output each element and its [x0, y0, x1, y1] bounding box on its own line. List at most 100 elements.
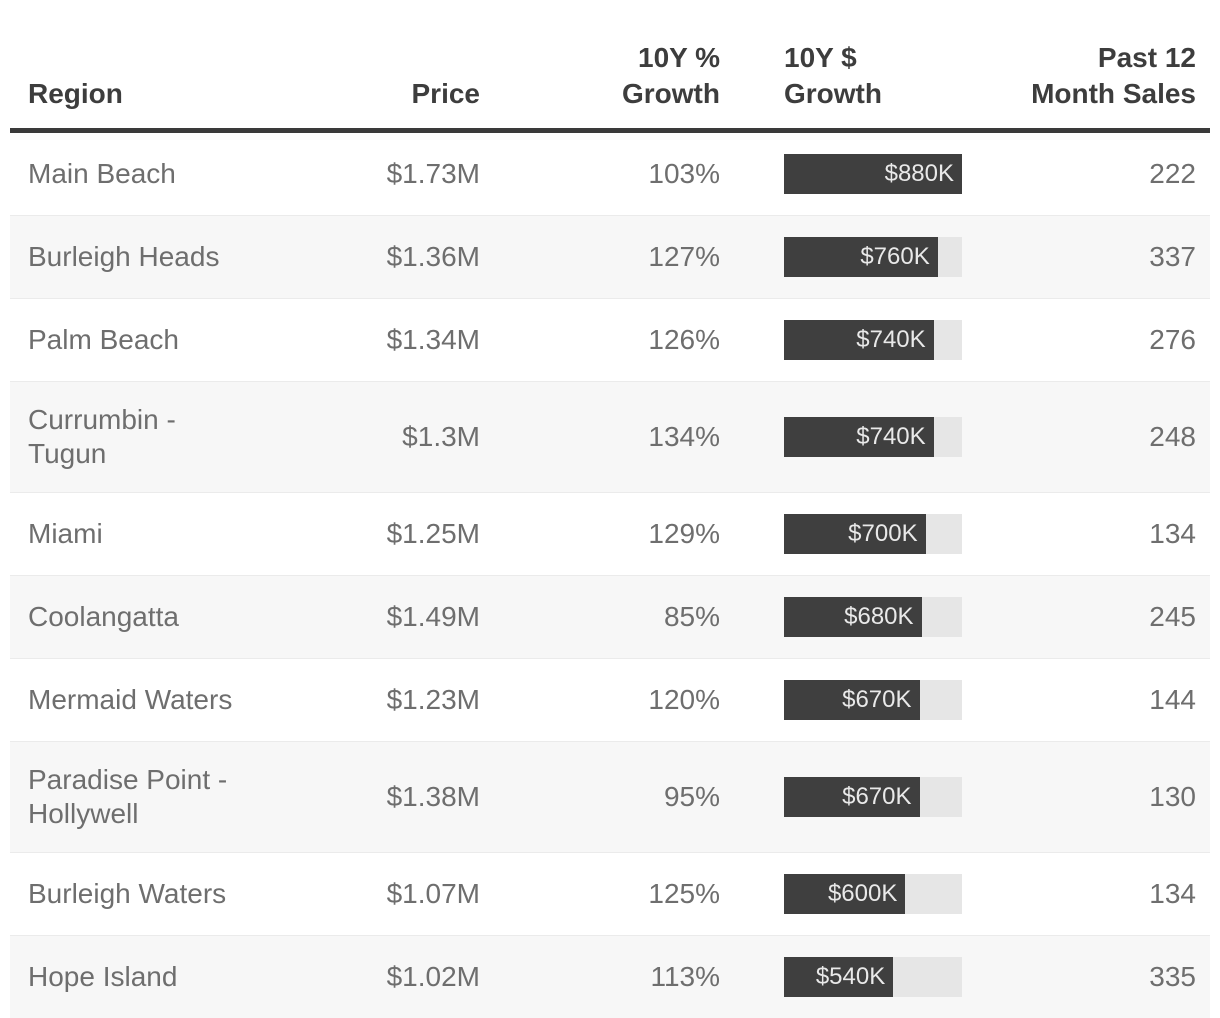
pct-growth-cell: 126% — [648, 324, 720, 355]
regions-table: Region Price 10Y % Growth 10Y $ Growth P… — [10, 0, 1210, 1018]
dollar-growth-cell: $740K — [720, 320, 962, 360]
dollar-growth-cell: $670K — [720, 680, 962, 720]
growth-bar-value-label: $670K — [842, 783, 912, 810]
price-cell: $1.49M — [386, 601, 480, 632]
dollar-growth-cell: $600K — [720, 874, 962, 914]
sales-cell: 276 — [1149, 324, 1196, 355]
growth-bar-fill: $540K — [784, 957, 894, 997]
column-header-past-12-month-sales: Past 12 Month Sales — [1031, 42, 1196, 109]
growth-bar-value-label: $540K — [815, 963, 886, 990]
table-row: Burleigh Heads $1.36M 127% $760K 337 — [10, 215, 1210, 298]
growth-bar-fill: $740K — [784, 417, 934, 457]
growth-bar-track: $760K — [784, 237, 962, 277]
table-row: Main Beach $1.73M 103% $880K 222 — [10, 133, 1210, 215]
price-cell: $1.25M — [386, 518, 480, 549]
growth-bar-track: $880K — [784, 154, 962, 194]
price-cell: $1.02M — [386, 961, 480, 992]
region-cell: Mermaid Waters — [10, 683, 310, 717]
growth-bar-value-label: $740K — [856, 423, 926, 450]
region-cell: Currumbin - Tugun — [10, 403, 310, 471]
price-cell: $1.07M — [386, 878, 480, 909]
dollar-growth-cell: $680K — [720, 597, 962, 637]
table-body: Main Beach $1.73M 103% $880K 222 Burleig… — [10, 133, 1210, 1018]
table-row: Currumbin - Tugun $1.3M 134% $740K 248 — [10, 381, 1210, 492]
growth-bar-track: $740K — [784, 320, 962, 360]
dollar-growth-cell: $880K — [720, 154, 962, 194]
region-name: Currumbin - Tugun — [28, 404, 176, 469]
price-cell: $1.3M — [402, 421, 480, 452]
region-name: Burleigh Waters — [28, 878, 227, 909]
pct-growth-cell: 113% — [650, 961, 720, 992]
region-name: Burleigh Heads — [28, 241, 220, 272]
sales-cell: 335 — [1149, 961, 1196, 992]
pct-growth-cell: 95% — [663, 781, 720, 812]
region-cell: Burleigh Heads — [10, 240, 310, 274]
column-header-10y-dollar-growth: 10Y $ Growth — [784, 42, 882, 109]
dollar-growth-cell: $700K — [720, 514, 962, 554]
table-row: Coolangatta $1.49M 85% $680K 245 — [10, 575, 1210, 658]
region-cell: Burleigh Waters — [10, 877, 310, 911]
table-row: Miami $1.25M 129% $700K 134 — [10, 492, 1210, 575]
table-row: Mermaid Waters $1.23M 120% $670K 144 — [10, 658, 1210, 741]
dollar-growth-cell: $670K — [720, 777, 962, 817]
growth-bar-fill: $670K — [784, 680, 920, 720]
region-name: Palm Beach — [28, 324, 179, 355]
region-name: Miami — [28, 518, 103, 549]
sales-cell: 144 — [1149, 684, 1196, 715]
price-cell: $1.73M — [386, 158, 480, 189]
price-cell: $1.23M — [386, 684, 480, 715]
growth-bar-value-label: $760K — [860, 243, 930, 270]
region-cell: Palm Beach — [10, 323, 310, 357]
region-name: Mermaid Waters — [28, 684, 233, 715]
sales-cell: 222 — [1149, 158, 1196, 189]
sales-cell: 248 — [1149, 421, 1196, 452]
pct-growth-cell: 127% — [648, 241, 720, 272]
sales-cell: 134 — [1149, 518, 1196, 549]
pct-growth-cell: 103% — [648, 158, 720, 189]
growth-bar-value-label: $680K — [844, 603, 914, 630]
region-cell: Main Beach — [10, 157, 310, 191]
price-cell: $1.36M — [386, 241, 480, 272]
dollar-growth-cell: $740K — [720, 417, 962, 457]
table-row: Paradise Point - Hollywell $1.38M 95% $6… — [10, 741, 1210, 852]
growth-bar-fill: $740K — [784, 320, 934, 360]
price-cell: $1.38M — [386, 781, 480, 812]
growth-bar-track: $670K — [784, 680, 962, 720]
pct-growth-cell: 125% — [648, 878, 720, 909]
pct-growth-cell: 134% — [648, 421, 720, 452]
growth-bar-fill: $600K — [784, 874, 906, 914]
growth-bar-value-label: $880K — [884, 160, 954, 187]
column-header-price: Price — [411, 78, 481, 109]
region-cell: Hope Island — [10, 960, 310, 994]
region-cell: Miami — [10, 517, 310, 551]
dollar-growth-cell: $540K — [720, 957, 962, 997]
table-row: Palm Beach $1.34M 126% $740K 276 — [10, 298, 1210, 381]
growth-bar-value-label: $600K — [827, 880, 898, 907]
pct-growth-cell: 85% — [663, 601, 720, 632]
growth-bar-value-label: $700K — [848, 520, 918, 547]
sales-cell: 130 — [1149, 781, 1196, 812]
growth-bar-track: $670K — [784, 777, 962, 817]
dollar-growth-cell: $760K — [720, 237, 962, 277]
growth-bar-fill: $700K — [784, 514, 926, 554]
column-header-region: Region — [28, 78, 123, 109]
growth-bar-track: $680K — [784, 597, 962, 637]
sales-cell: 337 — [1149, 241, 1196, 272]
sales-cell: 134 — [1149, 878, 1196, 909]
region-name: Hope Island — [28, 961, 178, 992]
table-row: Hope Island $1.02M 113% $540K 335 — [10, 935, 1210, 1018]
region-name: Paradise Point - Hollywell — [28, 764, 228, 829]
growth-bar-fill: $760K — [784, 237, 938, 277]
growth-bar-value-label: $670K — [842, 686, 912, 713]
growth-bar-track: $540K — [784, 957, 962, 997]
growth-bar-fill: $680K — [784, 597, 922, 637]
column-header-10y-pct-growth: 10Y % Growth — [622, 42, 720, 109]
table-row: Burleigh Waters $1.07M 125% $600K 134 — [10, 852, 1210, 935]
region-cell: Coolangatta — [10, 600, 310, 634]
growth-bar-fill: $880K — [784, 154, 962, 194]
growth-bar-track: $740K — [784, 417, 962, 457]
pct-growth-cell: 120% — [648, 684, 720, 715]
growth-bar-track: $600K — [784, 874, 962, 914]
region-name: Main Beach — [28, 158, 176, 189]
table-header-row: Region Price 10Y % Growth 10Y $ Growth P… — [10, 0, 1210, 133]
